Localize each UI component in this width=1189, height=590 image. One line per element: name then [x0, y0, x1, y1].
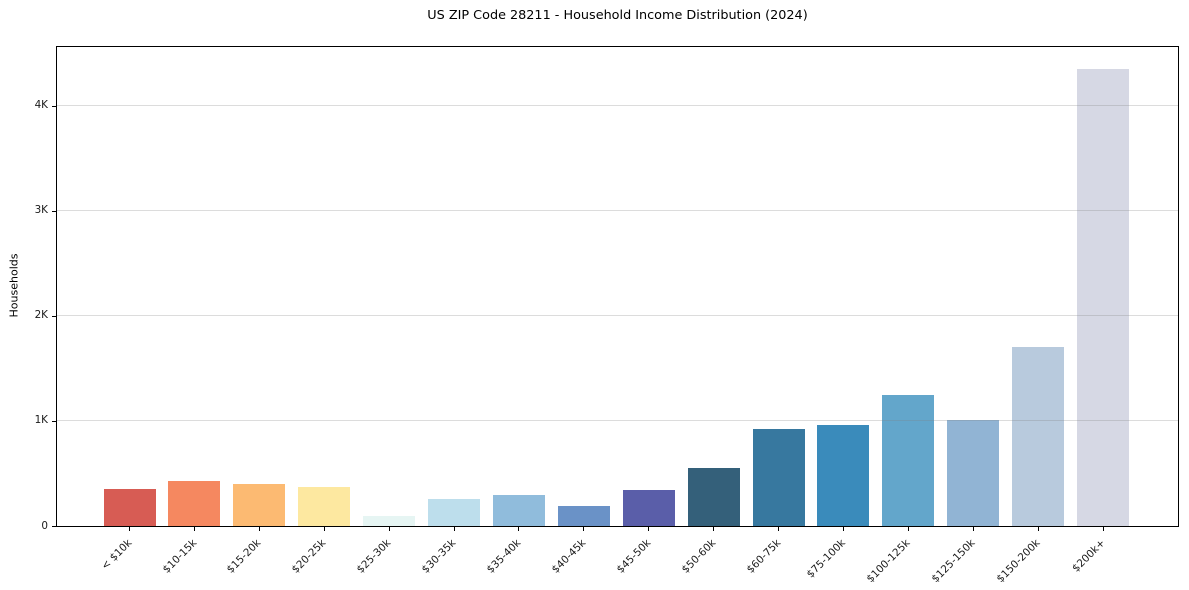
bar: [622, 490, 675, 526]
x-axis-tick: [713, 527, 715, 531]
x-tick-label: $20-25k: [289, 537, 329, 576]
y-axis-tick: [52, 526, 56, 527]
x-tick-label: $125-150k: [929, 537, 978, 586]
x-axis-tick: [129, 527, 130, 531]
bar: [752, 428, 805, 526]
bar: [557, 505, 610, 526]
bar: [363, 515, 416, 526]
bar: [817, 425, 870, 526]
y-tick-label: 4K: [34, 99, 48, 112]
bar: [1077, 69, 1129, 526]
gridline: [57, 105, 1178, 107]
x-axis-tick: [972, 527, 974, 531]
x-tick-label: $15-20k: [225, 537, 264, 576]
x-axis-tick: [258, 527, 260, 531]
bar: [687, 467, 740, 526]
x-tick-label: $60-75k: [744, 537, 783, 576]
plot-area: [56, 46, 1179, 527]
bar: [882, 394, 935, 526]
x-axis-tick: [907, 527, 909, 531]
bar: [168, 480, 221, 526]
x-axis-tick: [518, 527, 520, 531]
gridline: [57, 210, 1178, 212]
y-tick-label: 0: [41, 519, 48, 532]
x-tick-label: $75-100k: [804, 537, 848, 581]
y-tick-label: 3K: [34, 204, 48, 217]
x-axis-tick: [388, 527, 390, 531]
x-axis-tick: [583, 527, 585, 531]
x-tick-label: $100-125k: [864, 537, 913, 586]
x-tick-label: < $10k: [98, 537, 134, 573]
x-tick-label: $50-60k: [679, 537, 719, 576]
y-axis-tick: [52, 105, 56, 107]
x-axis-tick: [1102, 527, 1104, 531]
x-tick-label: $200k+: [1069, 537, 1108, 575]
y-tick-label: 2K: [34, 309, 48, 322]
bar: [492, 494, 545, 526]
bar: [103, 488, 156, 526]
x-axis-tick: [778, 527, 779, 531]
bar: [298, 486, 351, 526]
x-axis-tick: [193, 527, 195, 531]
x-axis-tick: [453, 527, 455, 531]
y-axis-tick: [52, 315, 56, 317]
x-tick-label: $30-35k: [419, 537, 459, 576]
x-tick-label: $25-30k: [354, 537, 394, 576]
bar: [428, 499, 480, 526]
y-axis-tick: [52, 210, 56, 212]
x-tick-label: $45-50k: [614, 537, 654, 576]
gridline: [57, 315, 1178, 317]
x-tick-label: $35-40k: [484, 537, 524, 576]
bar: [947, 420, 1000, 526]
x-axis-tick: [323, 527, 325, 531]
chart-title: US ZIP Code 28211 - Household Income Dis…: [427, 8, 808, 23]
x-axis-tick: [1037, 527, 1039, 531]
x-tick-label: $150-200k: [994, 537, 1043, 586]
x-tick-label: $10-15k: [160, 537, 199, 576]
y-tick-label: 1K: [34, 414, 48, 427]
x-axis-tick: [648, 527, 650, 531]
bar: [233, 483, 286, 526]
bar: [1012, 346, 1065, 526]
gridline: [57, 420, 1178, 422]
x-axis-tick: [842, 527, 844, 531]
y-axis-tick: [52, 420, 56, 422]
x-tick-label: $40-45k: [549, 537, 589, 576]
